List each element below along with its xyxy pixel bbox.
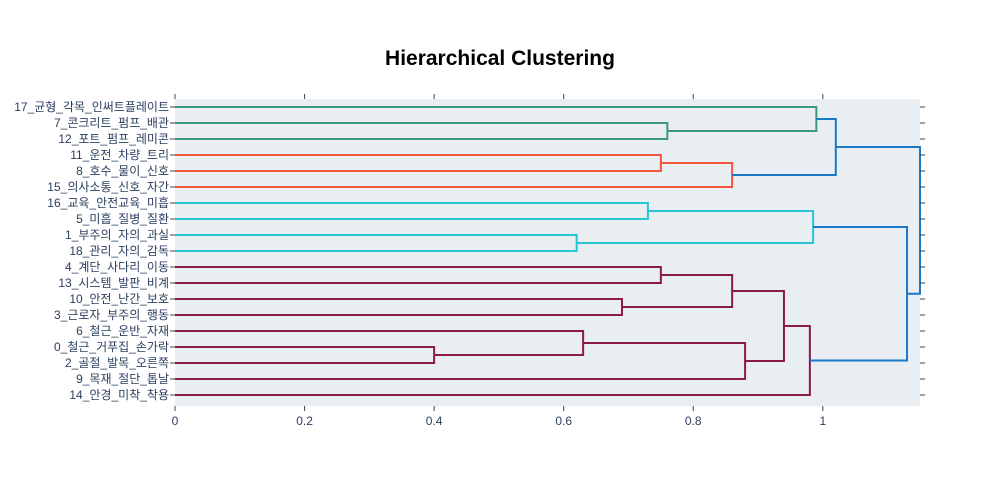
- leaf-label: 13_시스템_발판_비계: [58, 276, 169, 290]
- leaf-labels: 17_균형_각목_인써트플레이트 7_콘크리트_펌프_배관 12_포트_펌프_레미콘…: [14, 100, 925, 402]
- x-tick-label: 0.6: [555, 414, 572, 428]
- chart-title: Hierarchical Clustering: [385, 47, 615, 70]
- leaf-label: 0_철근_거푸집_손가락: [54, 340, 169, 354]
- dendrogram-link: [835, 146, 921, 295]
- leaf-label: 7_콘크리트_펌프_배관: [54, 116, 169, 130]
- dendrogram-link: [175, 162, 734, 188]
- x-tick-label: 0: [172, 414, 179, 428]
- dendrogram-link: [175, 346, 436, 364]
- leaf-label: 18_관리_자의_감독: [69, 244, 169, 258]
- dendrogram-link: [175, 234, 578, 252]
- x-tick-label: 1: [819, 414, 826, 428]
- leaf-label: 4_계단_사다리_이동: [65, 260, 169, 274]
- leaf-label: 1_부주의_자의_과실: [65, 228, 169, 242]
- leaf-label: 17_균형_각목_인써트플레이트: [14, 100, 169, 114]
- leaf-label: 5_미흡_질병_질환: [76, 212, 169, 226]
- leaf-label: 3_근로자_부주의_행동: [54, 307, 169, 322]
- leaf-label: 11_운전_차량_트리: [70, 148, 169, 162]
- leaf-label: 10_안전_난간_보호: [69, 292, 169, 306]
- x-axis: 0 0.2 0.4 0.6 0.8 1: [172, 94, 826, 428]
- leaf-label: 2_골절_발목_오른쪽: [65, 356, 169, 370]
- x-tick-label: 0.4: [426, 414, 443, 428]
- dendrogram-link: [175, 330, 585, 356]
- leaf-label: 14_안경_미착_착용: [69, 388, 169, 402]
- x-tick-label: 0.2: [296, 414, 313, 428]
- leaf-label: 6_철근_운반_자재: [76, 324, 169, 338]
- leaf-label: 9_목재_절단_톱날: [76, 372, 169, 386]
- dendrogram-link: [809, 226, 909, 362]
- leaf-label: 8_호수_물이_신호: [76, 164, 169, 178]
- dendrogram-links: [175, 106, 921, 396]
- dendrogram-link: [622, 274, 734, 308]
- leaf-label: 12_포트_펌프_레미콘: [58, 132, 169, 146]
- plot-area: [175, 99, 920, 406]
- leaf-label: 15_의사소통_신호_자간: [47, 180, 169, 194]
- x-tick-label: 0.8: [685, 414, 702, 428]
- leaf-label: 16_교육_안전교육_미흡: [47, 196, 169, 210]
